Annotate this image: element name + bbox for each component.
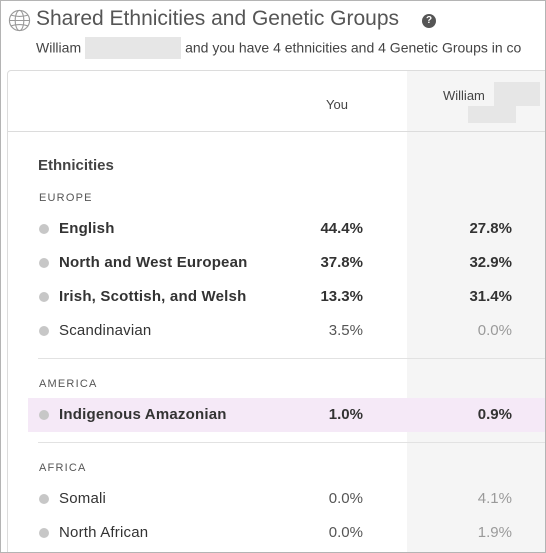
match-first-name: William bbox=[36, 40, 81, 56]
question-circle-icon[interactable]: ? bbox=[422, 14, 436, 28]
header-divider bbox=[8, 131, 546, 132]
shared-summary: William and you have 4 ethnicities and 4 … bbox=[36, 38, 521, 60]
match-percentage: 4.1% bbox=[478, 490, 512, 507]
column-header-you: You bbox=[326, 97, 348, 112]
redacted-surname bbox=[85, 37, 181, 59]
ethnicity-row-indigenous-amazonian[interactable]: Indigenous Amazonian 1.0% 0.9% bbox=[28, 398, 546, 432]
you-percentage: 44.4% bbox=[320, 220, 363, 237]
column-header-match: William bbox=[443, 88, 485, 103]
page-title: Shared Ethnicities and Genetic Groups bbox=[36, 7, 399, 31]
match-percentage: 31.4% bbox=[469, 288, 512, 305]
redacted-match-name bbox=[468, 106, 516, 123]
globe-icon bbox=[8, 9, 31, 32]
ethnicity-row-somali[interactable]: Somali 0.0% 4.1% bbox=[28, 482, 546, 516]
section-title-ethnicities: Ethnicities bbox=[38, 157, 114, 174]
you-percentage: 13.3% bbox=[320, 288, 363, 305]
match-percentage: 0.0% bbox=[478, 322, 512, 339]
ethnicity-name: English bbox=[59, 220, 115, 237]
bullet-dot bbox=[39, 528, 49, 538]
match-percentage: 0.9% bbox=[478, 406, 512, 423]
ethnicity-name: North and West European bbox=[59, 254, 248, 271]
redacted-match-name bbox=[494, 82, 540, 106]
you-percentage: 0.0% bbox=[329, 490, 363, 507]
ethnicity-row-north-west-european[interactable]: North and West European 37.8% 32.9% bbox=[28, 246, 546, 280]
bullet-dot bbox=[39, 258, 49, 268]
you-percentage: 1.0% bbox=[329, 406, 363, 423]
match-percentage: 1.9% bbox=[478, 524, 512, 541]
ethnicity-row-scandinavian[interactable]: Scandinavian 3.5% 0.0% bbox=[28, 314, 546, 348]
ethnicity-name: Somali bbox=[59, 490, 106, 507]
region-label-africa: AFRICA bbox=[39, 462, 87, 474]
ethnicity-row-english[interactable]: English 44.4% 27.8% bbox=[28, 212, 546, 246]
ethnicity-name: Scandinavian bbox=[59, 322, 151, 339]
bullet-dot bbox=[39, 494, 49, 504]
ethnicity-name: Irish, Scottish, and Welsh bbox=[59, 288, 246, 305]
ethnicity-name: North African bbox=[59, 524, 148, 541]
bullet-dot bbox=[39, 410, 49, 420]
region-divider bbox=[38, 442, 546, 443]
you-percentage: 37.8% bbox=[320, 254, 363, 271]
region-label-europe: EUROPE bbox=[39, 192, 93, 204]
match-percentage: 32.9% bbox=[469, 254, 512, 271]
bullet-dot bbox=[39, 326, 49, 336]
bullet-dot bbox=[39, 224, 49, 234]
ethnicity-row-irish-scottish-welsh[interactable]: Irish, Scottish, and Welsh 13.3% 31.4% bbox=[28, 280, 546, 314]
bullet-dot bbox=[39, 292, 49, 302]
ethnicity-row-north-african[interactable]: North African 0.0% 1.9% bbox=[28, 516, 546, 550]
ethnicity-name: Indigenous Amazonian bbox=[59, 406, 227, 423]
comparison-table: You William Ethnicities EUROPE English 4… bbox=[7, 70, 546, 553]
summary-text: and you have 4 ethnicities and 4 Genetic… bbox=[185, 40, 521, 56]
you-percentage: 0.0% bbox=[329, 524, 363, 541]
match-percentage: 27.8% bbox=[469, 220, 512, 237]
you-percentage: 3.5% bbox=[329, 322, 363, 339]
region-label-america: AMERICA bbox=[39, 378, 98, 390]
region-divider bbox=[38, 358, 546, 359]
